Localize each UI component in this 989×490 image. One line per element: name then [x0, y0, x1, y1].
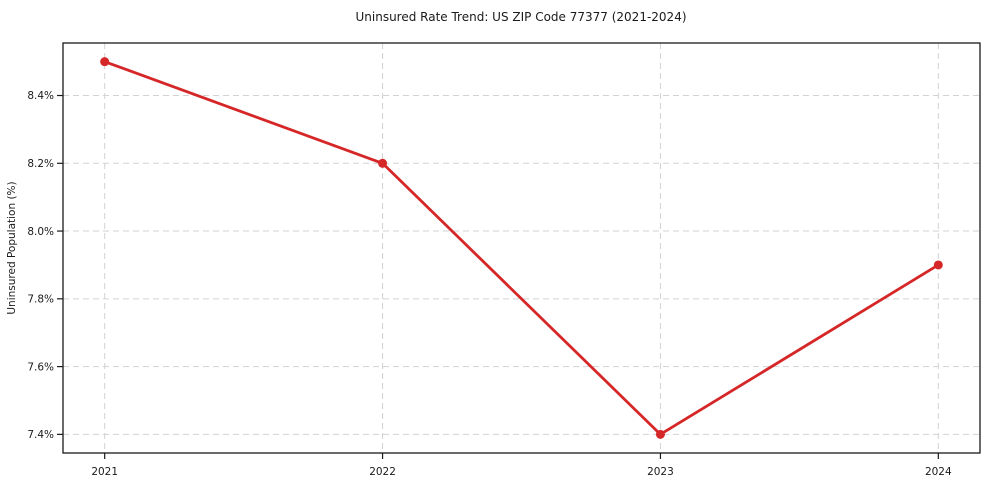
data-point [655, 429, 665, 439]
data-point [933, 260, 943, 270]
y-axis-label: Uninsured Population (%) [6, 181, 18, 314]
axes: 7.4% 7.6% 7.8% 8.0% 8.2% 8.4% 2021 2022 2023 2024 [27, 42, 981, 478]
trend-line [103, 60, 940, 436]
gridlines [63, 43, 980, 453]
x-tick-label: 2022 [369, 466, 396, 478]
y-tick-label: 7.6% [27, 361, 54, 373]
y-tick-label: 7.8% [27, 294, 54, 306]
plot-frame [62, 42, 981, 454]
data-point [100, 57, 110, 67]
x-tick-label: 2023 [647, 466, 674, 478]
chart-title: Uninsured Rate Trend: US ZIP Code 77377 … [355, 10, 686, 24]
y-tick-label: 7.4% [27, 429, 54, 441]
x-tick-label: 2024 [925, 466, 952, 478]
data-series [100, 57, 943, 439]
x-tick-label: 2021 [91, 466, 118, 478]
y-tick-label: 8.0% [27, 226, 54, 238]
y-tick-label: 8.4% [27, 90, 54, 102]
y-tick-label: 8.2% [27, 158, 54, 170]
data-point [378, 158, 388, 168]
